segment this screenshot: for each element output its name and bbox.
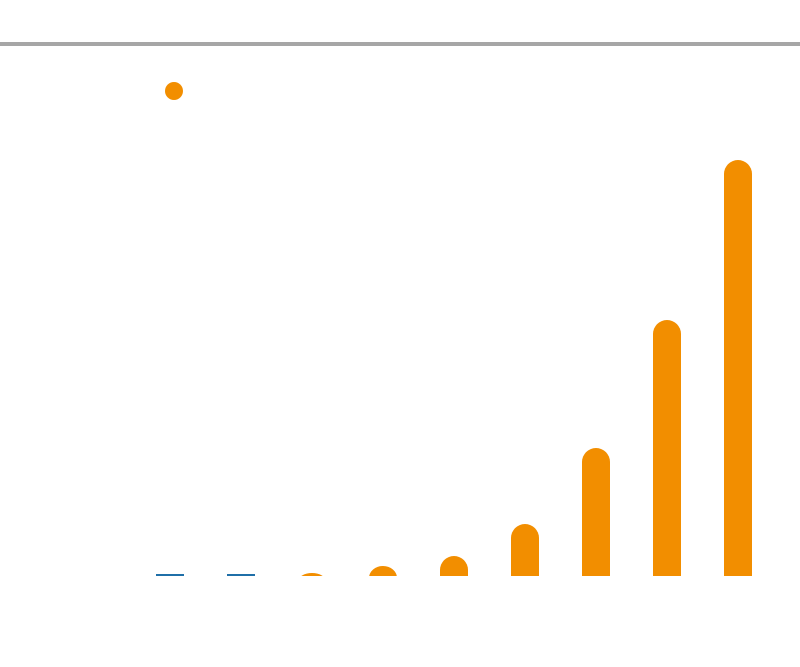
bar: [511, 524, 539, 576]
header-rule: [0, 42, 800, 46]
bar: [653, 320, 681, 576]
bar: [724, 160, 752, 576]
bar: [369, 566, 397, 576]
bar: [301, 573, 323, 576]
bar: [440, 556, 468, 576]
legend-marker: [165, 82, 183, 100]
plot-area: [301, 160, 752, 576]
bar: [582, 448, 610, 576]
